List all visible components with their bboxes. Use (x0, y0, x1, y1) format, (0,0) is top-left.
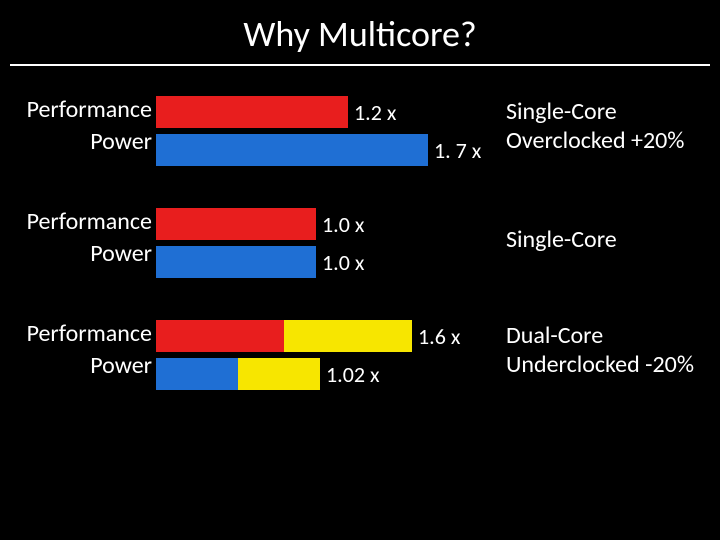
group-description: Single-Core (506, 226, 716, 255)
row-labels: Performance Power (0, 208, 152, 272)
bar-value: 1.0 x (316, 249, 364, 276)
label-power: Power (0, 128, 152, 160)
desc-line: Overclocked +20% (506, 127, 716, 156)
bar-value: 1. 7 x (428, 137, 481, 164)
bar-seg (156, 134, 428, 166)
bars: 1.0 x 1.0 x (156, 208, 364, 284)
bar-value: 1.0 x (316, 211, 364, 238)
chart-area: Performance Power 1.2 x 1. 7 x Single-Co… (0, 96, 720, 432)
bar-value: 1.6 x (412, 323, 460, 350)
label-performance: Performance (0, 96, 152, 128)
label-power: Power (0, 240, 152, 272)
title-underline (10, 64, 710, 66)
bar-value: 1.2 x (348, 99, 396, 126)
slide-title: Why Multicore? (0, 0, 720, 64)
row-labels: Performance Power (0, 96, 152, 160)
desc-line: Single-Core (506, 98, 716, 127)
bar-power: 1.02 x (156, 358, 460, 390)
row-labels: Performance Power (0, 320, 152, 384)
label-power: Power (0, 352, 152, 384)
desc-line: Underclocked -20% (506, 351, 716, 380)
bar-seg (156, 246, 316, 278)
bars: 1.2 x 1. 7 x (156, 96, 481, 172)
label-performance: Performance (0, 320, 152, 352)
bar-performance: 1.6 x (156, 320, 460, 352)
bar-seg (156, 358, 238, 390)
slide: Why Multicore? Performance Power 1.2 x 1… (0, 0, 720, 540)
bar-seg (238, 358, 320, 390)
bar-seg (156, 96, 348, 128)
desc-line: Dual-Core (506, 322, 716, 351)
bar-seg (284, 320, 412, 352)
bar-performance: 1.0 x (156, 208, 364, 240)
group-description: Single-Core Overclocked +20% (506, 98, 716, 156)
bar-seg (156, 320, 284, 352)
bar-power: 1.0 x (156, 246, 364, 278)
group-dualcore: Performance Power 1.6 x 1.02 x Dual-Core… (0, 320, 720, 394)
bar-value: 1.02 x (320, 361, 380, 388)
group-overclocked: Performance Power 1.2 x 1. 7 x Single-Co… (0, 96, 720, 170)
bar-seg (156, 208, 316, 240)
group-baseline: Performance Power 1.0 x 1.0 x Single-Cor… (0, 208, 720, 282)
bar-power: 1. 7 x (156, 134, 481, 166)
bar-performance: 1.2 x (156, 96, 481, 128)
label-performance: Performance (0, 208, 152, 240)
desc-line: Single-Core (506, 226, 716, 255)
group-description: Dual-Core Underclocked -20% (506, 322, 716, 380)
bars: 1.6 x 1.02 x (156, 320, 460, 396)
